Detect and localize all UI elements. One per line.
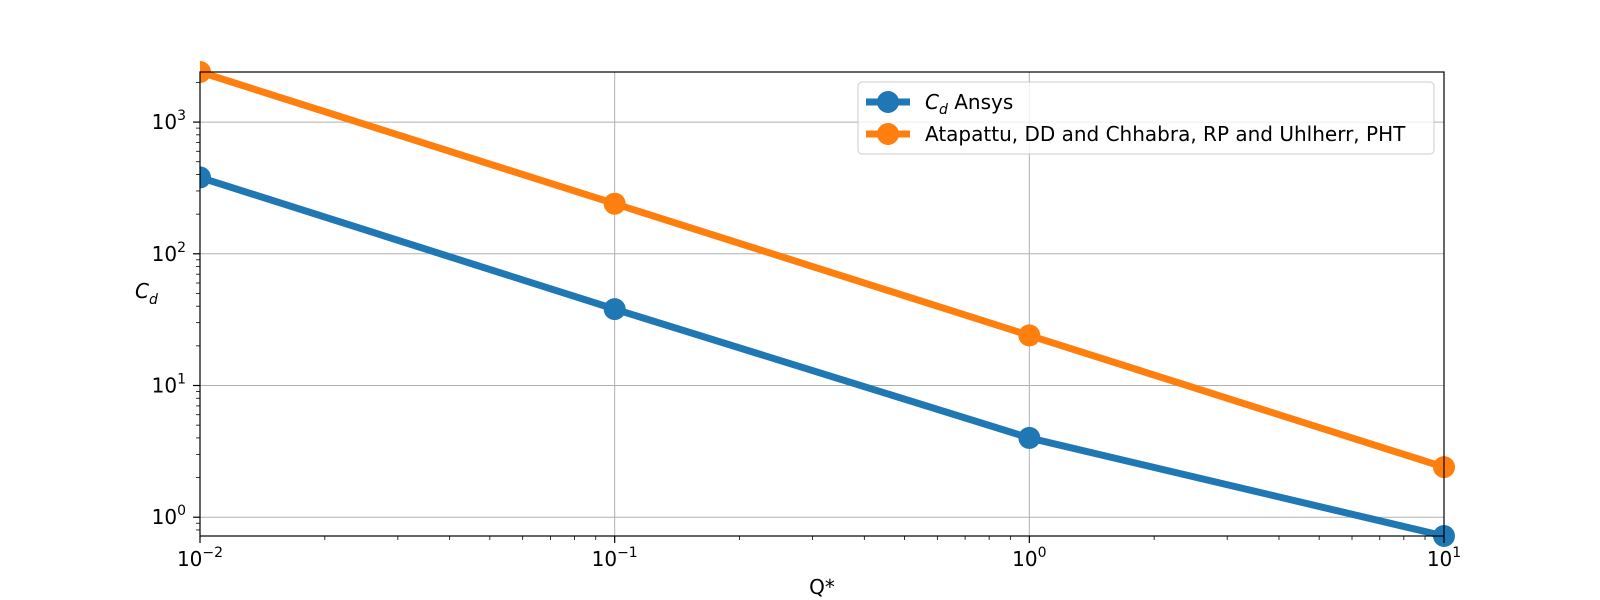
y-axis-label: Cd xyxy=(135,279,158,308)
axis-ticks xyxy=(193,82,1445,543)
series-group xyxy=(200,61,1455,547)
series-line-0 xyxy=(200,174,1445,540)
legend-marker-atapattu xyxy=(877,123,899,145)
x-tick-label: 101 xyxy=(1427,545,1461,571)
data-point-1-2 xyxy=(1018,324,1041,347)
y-tick-label: 100 xyxy=(152,503,186,529)
legend-marker-ansys xyxy=(877,91,899,113)
series-line-1 xyxy=(200,68,1446,471)
x-tick-labels: 10−2 10−1 100 101 xyxy=(177,545,1461,571)
legend: Cd Ansys Atapattu, DD and Chhabra, RP an… xyxy=(857,81,1435,155)
y-tick-label: 102 xyxy=(152,240,186,266)
data-point-0-2 xyxy=(1018,426,1041,449)
data-point-0-0 xyxy=(200,166,211,189)
plot-frame xyxy=(199,71,1445,537)
x-axis-label: Q* xyxy=(809,575,835,599)
x-tick-label: 10−1 xyxy=(592,545,638,571)
legend-box xyxy=(857,81,1435,155)
legend-label-atapattu: Atapattu, DD and Chhabra, RP and Uhlherr… xyxy=(925,122,1406,146)
data-point-1-1 xyxy=(603,192,626,215)
y-tick-labels: 100 101 102 103 xyxy=(152,108,186,529)
x-tick-label: 100 xyxy=(1012,545,1046,571)
y-tick-label: 103 xyxy=(152,108,186,134)
x-tick-label: 10−2 xyxy=(177,545,223,571)
y-tick-label: 101 xyxy=(152,371,186,397)
legend-label-ansys: Cd Ansys xyxy=(925,90,1013,118)
data-point-0-1 xyxy=(603,298,626,321)
